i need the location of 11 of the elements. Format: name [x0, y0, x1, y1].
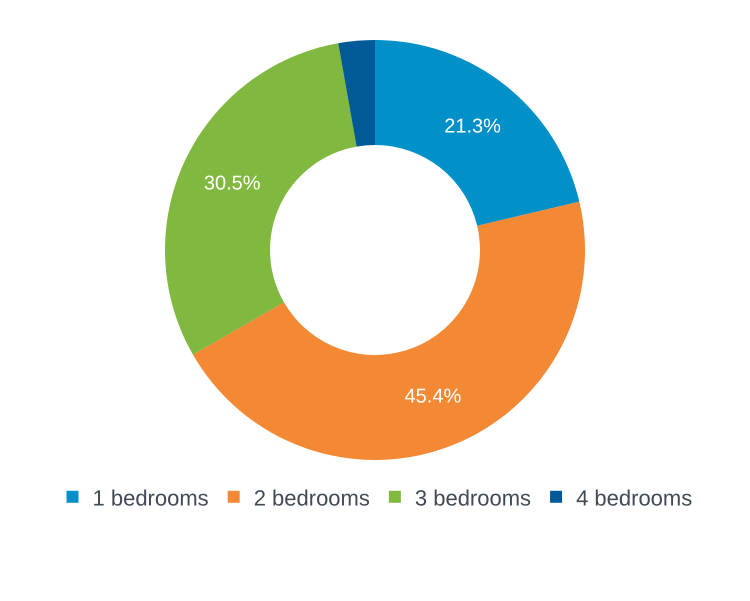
legend-label: 4 bedrooms: [576, 485, 692, 510]
data-label: 21.3%: [444, 115, 502, 138]
legend-label: 1 bedrooms: [92, 485, 209, 510]
donut-slice: [375, 40, 580, 226]
legend-label: 2 bedrooms: [254, 485, 370, 510]
data-label: 30.5%: [204, 172, 261, 194]
data-label: 45.4%: [404, 385, 462, 408]
donut-slice: [165, 43, 357, 355]
donut-slice: [338, 40, 375, 147]
legend-label: 3 bedrooms: [414, 485, 532, 510]
donut-slice: [192, 202, 585, 460]
